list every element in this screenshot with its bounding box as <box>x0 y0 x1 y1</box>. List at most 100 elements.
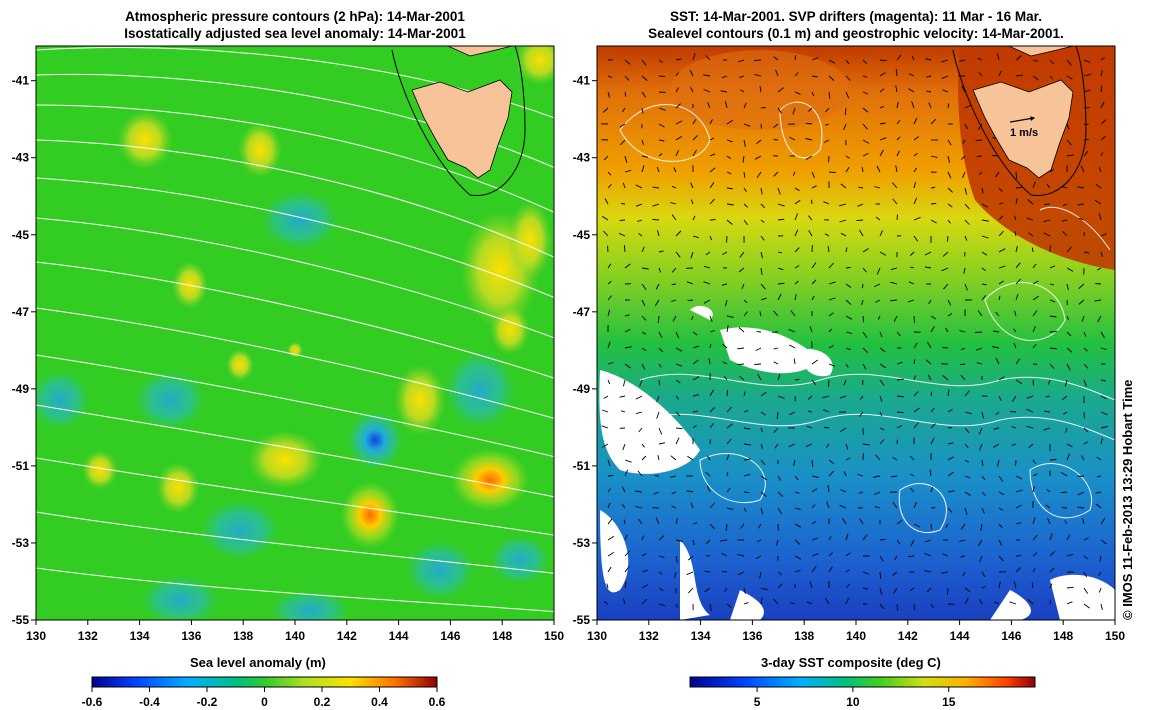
velocity-arrow <box>1049 299 1056 303</box>
velocity-arrow <box>1064 379 1068 387</box>
velocity-arrow <box>1066 443 1073 448</box>
velocity-arrow <box>754 73 762 77</box>
velocity-arrow <box>692 135 698 141</box>
velocity-arrow <box>981 571 986 577</box>
velocity-arrow <box>607 75 613 79</box>
velocity-arrow <box>924 266 932 269</box>
velocity-arrow <box>947 235 949 242</box>
velocity-arrow <box>964 390 970 397</box>
velocity-arrow <box>1015 262 1021 269</box>
velocity-arrow <box>788 344 796 349</box>
velocity-arrow <box>811 75 818 78</box>
velocity-arrow <box>743 171 746 178</box>
velocity-arrow <box>1015 198 1018 205</box>
velocity-arrow <box>1047 517 1051 525</box>
velocity-arrow <box>960 523 966 530</box>
lon-tick-label: 134 <box>691 629 711 643</box>
velocity-arrow <box>845 266 851 269</box>
velocity-arrow <box>892 456 898 461</box>
velocity-arrow <box>1027 199 1034 205</box>
velocity-arrow <box>675 437 680 445</box>
colorbar-tick-label: -0.6 <box>82 695 103 709</box>
velocity-arrow <box>839 504 847 509</box>
velocity-arrow <box>1066 154 1074 157</box>
left-panel-title: Atmospheric pressure contours (2 hPa): 1… <box>36 8 554 42</box>
velocity-arrow <box>879 538 886 541</box>
velocity-arrow <box>828 536 832 541</box>
velocity-arrow <box>879 603 885 610</box>
velocity-arrow <box>1049 59 1054 65</box>
velocity-arrow <box>776 539 779 546</box>
velocity-arrow <box>925 58 932 61</box>
velocity-arrow <box>726 187 733 190</box>
velocity-arrow <box>760 597 763 605</box>
velocity-arrow <box>773 347 779 350</box>
velocity-arrow <box>703 281 711 285</box>
velocity-arrow <box>726 139 733 143</box>
velocity-arrow <box>692 119 697 125</box>
velocity-arrow <box>738 327 745 333</box>
velocity-arrow <box>622 107 626 113</box>
velocity-arrow <box>995 411 1000 416</box>
velocity-arrow <box>963 267 966 274</box>
velocity-arrow <box>879 137 887 141</box>
velocity-arrow <box>726 235 728 243</box>
velocity-arrow <box>738 267 745 273</box>
velocity-arrow <box>1049 363 1055 369</box>
velocity-arrow <box>739 251 745 258</box>
velocity-arrow <box>859 229 864 237</box>
velocity-arrow <box>1028 232 1034 237</box>
velocity-arrow <box>794 55 797 61</box>
velocity-arrow <box>1062 203 1068 207</box>
velocity-arrow <box>896 603 899 612</box>
velocity-arrow <box>862 331 868 338</box>
velocity-arrow <box>1049 347 1057 350</box>
velocity-arrow <box>930 118 937 125</box>
velocity-arrow <box>690 182 694 189</box>
velocity-arrow <box>760 219 765 223</box>
velocity-arrow <box>690 502 694 509</box>
velocity-arrow <box>809 581 813 589</box>
velocity-arrow <box>1032 263 1037 269</box>
velocity-arrow <box>622 182 626 189</box>
velocity-arrow <box>759 571 762 579</box>
velocity-arrow <box>722 361 728 365</box>
velocity-arrow <box>826 443 830 448</box>
velocity-arrow <box>670 202 677 205</box>
velocity-arrow <box>641 553 647 557</box>
velocity-arrow <box>874 283 881 288</box>
velocity-arrow <box>794 265 800 269</box>
velocity-arrow <box>1077 506 1085 509</box>
velocity-arrow <box>726 155 732 160</box>
velocity-arrow <box>760 475 768 481</box>
velocity-arrow <box>726 315 734 318</box>
velocity-arrow <box>653 491 660 495</box>
velocity-arrow <box>909 487 915 493</box>
velocity-arrow <box>1100 426 1108 429</box>
velocity-arrow <box>756 171 762 179</box>
velocity-arrow <box>655 283 660 290</box>
velocity-arrow <box>658 535 665 541</box>
velocity-arrow <box>840 232 847 237</box>
lon-tick-label: 132 <box>639 629 659 643</box>
velocity-arrow <box>673 167 677 173</box>
velocity-arrow <box>824 123 830 126</box>
velocity-arrow <box>1014 310 1017 317</box>
velocity-arrow <box>658 603 666 607</box>
velocity-arrow <box>1077 203 1085 206</box>
lon-tick-label: 130 <box>26 629 46 643</box>
velocity-arrow <box>760 507 764 515</box>
velocity-arrow <box>996 459 1000 467</box>
velocity-arrow <box>893 315 898 322</box>
velocity-arrow <box>675 331 680 339</box>
velocity-arrow <box>692 522 698 525</box>
velocity-arrow <box>1066 267 1074 272</box>
velocity-arrow <box>722 343 728 349</box>
velocity-arrow <box>964 411 972 415</box>
velocity-arrow <box>1083 59 1091 63</box>
velocity-arrow <box>926 587 932 593</box>
velocity-arrow <box>755 347 762 352</box>
velocity-arrow <box>909 455 915 461</box>
velocity-arrow <box>828 91 831 99</box>
velocity-arrow <box>959 363 966 366</box>
